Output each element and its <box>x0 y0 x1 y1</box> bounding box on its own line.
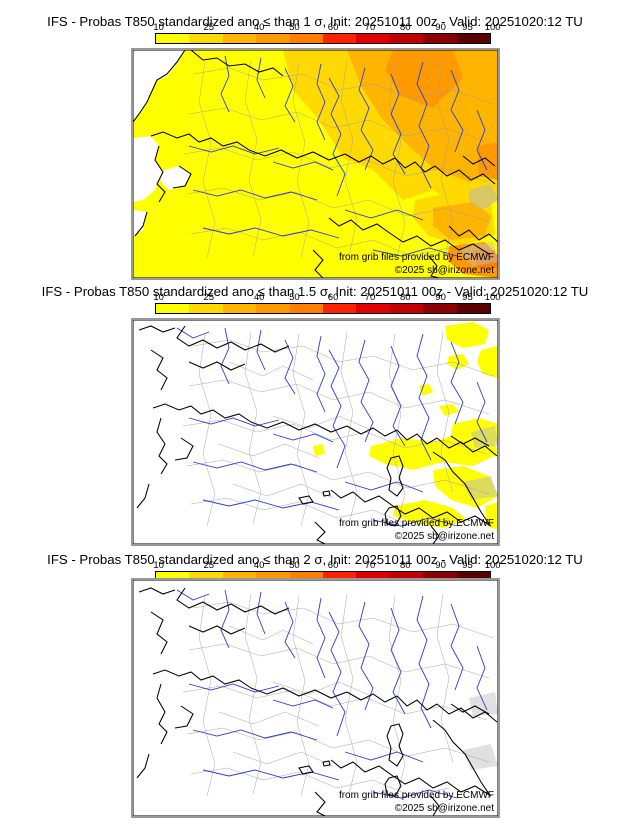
colorbar-swatch <box>323 34 357 43</box>
colorbar-tick: 80 <box>400 292 411 303</box>
map-panel-3: IFS - Probas T850 standardized ano ≤ tha… <box>0 548 630 828</box>
colorbar-swatch <box>456 304 491 313</box>
colorbar-swatch <box>456 34 491 43</box>
colorbar-tick: 100 <box>484 22 501 33</box>
colorbar-ticks-1: 10 25 40 50 60 70 80 90 95 100 <box>153 22 500 33</box>
colorbar-swatch <box>222 304 257 313</box>
colorbar-swatch <box>456 572 491 581</box>
colorbar-swatch <box>222 572 257 581</box>
colorbar-swatch <box>389 34 424 43</box>
colorbar-tick: 70 <box>364 292 376 303</box>
colorbar-swatch <box>256 304 290 313</box>
colorbar-tick: 90 <box>435 22 446 33</box>
colorbar-swatch <box>289 572 324 581</box>
map-canvas-1 <box>133 50 498 278</box>
colorbar-tick: 70 <box>364 560 376 571</box>
colorbar-3: 10 25 40 50 60 70 80 90 95 100 <box>153 560 501 582</box>
colorbar-swatch <box>356 304 390 313</box>
colorbar-swatch <box>189 572 223 581</box>
panel-title-3: IFS - Probas T850 standardized ano ≤ tha… <box>47 552 583 567</box>
map-graphic-2 <box>133 320 498 544</box>
colorbar-swatch <box>423 304 457 313</box>
colorbar-tick: 25 <box>203 560 215 571</box>
map-canvas-3 <box>133 580 498 816</box>
colorbar-tick: 10 <box>153 560 164 571</box>
colorbar-tick: 95 <box>462 292 473 303</box>
colorbar-swatch <box>323 304 357 313</box>
colorbar-gradient-2 <box>155 303 491 314</box>
probability-map-1[interactable]: from grib files provided by ECMWF ©2025 … <box>131 48 500 280</box>
colorbar-tick: 50 <box>289 560 300 571</box>
colorbar-tick: 95 <box>462 560 473 571</box>
colorbar-tick: 100 <box>484 292 501 303</box>
colorbar-tick: 80 <box>400 22 411 33</box>
colorbar-swatch <box>189 34 223 43</box>
colorbar-tick: 90 <box>435 560 446 571</box>
colorbar-tick: 60 <box>327 22 339 33</box>
panel-title-1: IFS - Probas T850 standardized ano ≤ tha… <box>47 14 583 29</box>
map-graphic-3 <box>133 580 498 816</box>
colorbar-tick: 90 <box>435 292 446 303</box>
probability-map-3[interactable]: from grib files provided by ECMWF ©2025 … <box>131 578 500 818</box>
copyright-1: ©2025 sb@irizone.net <box>394 265 494 276</box>
colorbar-swatch <box>256 34 290 43</box>
colorbar-gradient-1 <box>155 33 491 44</box>
colorbar-swatch <box>289 304 324 313</box>
probability-map-2[interactable]: from grib files provided by ECMWF ©2025 … <box>131 318 500 546</box>
colorbar-swatch <box>323 572 357 581</box>
colorbar-tick: 40 <box>253 292 265 303</box>
colorbar-tick: 70 <box>364 22 376 33</box>
colorbar-swatch <box>423 34 457 43</box>
colorbar-swatch <box>423 572 457 581</box>
colorbar-swatch <box>189 304 223 313</box>
colorbar-tick: 25 <box>203 292 215 303</box>
map-panel-1: IFS - Probas T850 standardized ano ≤ tha… <box>0 0 630 280</box>
colorbar-swatch <box>222 34 257 43</box>
colorbar-tick: 10 <box>153 22 164 33</box>
colorbar-2: 10 25 40 50 60 70 80 90 95 100 <box>153 292 501 314</box>
colorbar-swatch <box>289 34 324 43</box>
colorbar-swatch <box>156 304 190 313</box>
copyright-2: ©2025 sb@irizone.net <box>394 531 494 542</box>
colorbar-swatch <box>389 304 424 313</box>
colorbar-tick: 10 <box>153 292 164 303</box>
colorbar-tick: 40 <box>253 22 265 33</box>
colorbar-swatch <box>356 572 390 581</box>
colorbar-tick: 60 <box>327 560 339 571</box>
colorbar-swatch <box>256 572 290 581</box>
colorbar-tick: 95 <box>462 22 473 33</box>
source-attribution-3: from grib files provided by ECMWF <box>338 790 494 801</box>
map-graphic-1 <box>133 50 498 278</box>
colorbar-tick: 50 <box>289 292 300 303</box>
colorbar-swatch <box>156 572 190 581</box>
copyright-3: ©2025 sb@irizone.net <box>394 803 494 814</box>
colorbar-tick: 40 <box>253 560 265 571</box>
panel-title-2: IFS - Probas T850 standardized ano ≤ tha… <box>41 284 589 299</box>
colorbar-tick: 80 <box>400 560 411 571</box>
colorbar-swatch <box>156 34 190 43</box>
colorbar-ticks-2: 10 25 40 50 60 70 80 90 95 100 <box>153 292 500 303</box>
colorbar-tick: 50 <box>289 22 300 33</box>
colorbar-tick: 60 <box>327 292 339 303</box>
colorbar-tick: 25 <box>203 22 215 33</box>
source-attribution-2: from grib files provided by ECMWF <box>338 518 494 529</box>
colorbar-ticks-3: 10 25 40 50 60 70 80 90 95 100 <box>153 560 500 571</box>
colorbar-swatch <box>356 34 390 43</box>
colorbar-swatch <box>389 572 424 581</box>
map-canvas-2 <box>133 320 498 544</box>
colorbar-1: 10 25 40 50 60 70 80 90 95 100 <box>153 22 501 44</box>
source-attribution-1: from grib files provided by ECMWF <box>338 252 494 263</box>
colorbar-tick: 100 <box>484 560 501 571</box>
map-panel-2: IFS - Probas T850 standardized ano ≤ tha… <box>0 280 630 548</box>
